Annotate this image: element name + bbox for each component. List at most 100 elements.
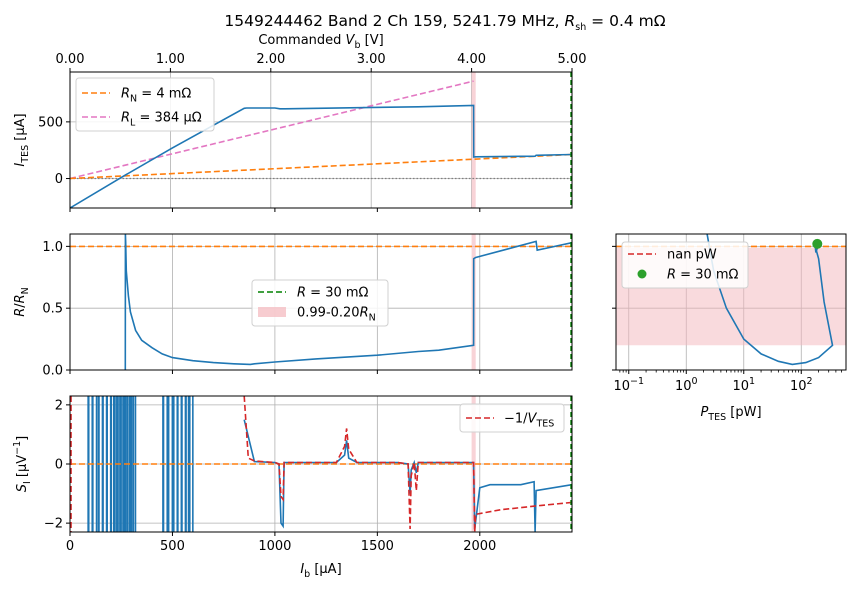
ptes-xlabel-part: [pW] bbox=[726, 405, 761, 420]
iv-legend-label: RN = 4 mΩ bbox=[121, 87, 191, 105]
si-ylabel-part: −1 bbox=[12, 441, 23, 455]
iv-frame bbox=[69, 71, 573, 209]
ptes-x-tick-label-part: 1 bbox=[749, 376, 755, 387]
ptes-legend: nan pW R = 30 mΩ bbox=[621, 241, 749, 289]
iv-top-tick-label: 2.00 bbox=[256, 52, 285, 67]
si-y-tick-label: 2 bbox=[55, 398, 63, 413]
si-plot bbox=[70, 396, 572, 532]
bottom-xlabel-part: I bbox=[300, 562, 304, 577]
rrn-line bbox=[124, 234, 572, 370]
iv-y-tick-label: 0 bbox=[55, 172, 63, 187]
figure-title-part: sh bbox=[575, 22, 586, 33]
rrn-legend-label: 0.99-0.20RN bbox=[297, 306, 376, 324]
ptes-x-tick-label-part: 10 bbox=[790, 379, 807, 394]
ptes-xlabel-part: TES bbox=[707, 412, 726, 423]
rrn-legend-patch bbox=[258, 307, 286, 317]
iv-top-tick-label: 5.00 bbox=[558, 52, 587, 67]
ptes-line bbox=[706, 234, 834, 366]
iv-legend-label-part: R bbox=[121, 87, 130, 102]
ptes-point bbox=[812, 238, 823, 249]
ptes-legend-label-part: = 30 mΩ bbox=[676, 268, 738, 283]
ptes-legend-dot bbox=[637, 269, 647, 279]
rrn-legend-label-part: = 30 mΩ bbox=[306, 286, 368, 301]
figure-title-part: = 0.4 mΩ bbox=[586, 12, 666, 30]
iv-top-tick-label: 0.00 bbox=[56, 52, 85, 67]
ptes-legend-label-part: R bbox=[667, 268, 676, 283]
iv-ylabel-part: TES bbox=[20, 145, 31, 164]
si-legend-label-part: TES bbox=[535, 419, 554, 430]
ptes-x-tick-label-part: −1 bbox=[630, 376, 644, 387]
ptes-x-tick-label-part: 0 bbox=[692, 376, 698, 387]
top-xlabel-part: b bbox=[354, 40, 360, 51]
iv-legend-label-part: = 4 mΩ bbox=[137, 87, 191, 102]
iv-y-tick-label: 500 bbox=[38, 115, 63, 130]
bottom-xlabel: Ib [μA] bbox=[300, 562, 341, 580]
top-xlabel: Commanded Vb [V] bbox=[258, 33, 383, 51]
iv-legend-label-part: = 384 μΩ bbox=[135, 111, 201, 126]
si-legend: −1/VTES bbox=[459, 403, 565, 433]
figure-title-part: R bbox=[564, 12, 575, 30]
ptes-legend-label-part: nan pW bbox=[667, 248, 717, 263]
rrn-legend-label-part: 0.99-0.20 bbox=[297, 306, 360, 321]
rrn-legend-label: R = 30 mΩ bbox=[297, 286, 369, 301]
rrn-legend-label-part: R bbox=[360, 306, 369, 321]
si-y-tick-label: −2 bbox=[44, 517, 63, 532]
rrn-legend-label-part: N bbox=[369, 313, 376, 324]
iv-ylabel-part: I bbox=[13, 163, 28, 167]
si-ylabel-part: ] bbox=[15, 436, 30, 441]
ptes-x-tick-label-part: 10 bbox=[675, 379, 692, 394]
iv-legend-label: RL = 384 μΩ bbox=[121, 111, 202, 129]
iv-rn-line bbox=[70, 153, 572, 180]
iv-legend-label-part: R bbox=[121, 111, 130, 126]
figure-title-part: 1549244462 Band 2 Ch 159, 5241.79 MHz, bbox=[224, 12, 564, 30]
rrn-ylabel-part: R bbox=[13, 294, 28, 303]
si-y-tick-label: 0 bbox=[55, 458, 63, 473]
si-ylabel-part: I bbox=[22, 481, 33, 484]
si-legend-label: −1/VTES bbox=[504, 412, 554, 430]
rrn-ylabel: R/RN bbox=[13, 287, 31, 317]
ptes-x-tick-label: 100 bbox=[675, 376, 698, 394]
rrn-ylabel-part: R bbox=[13, 308, 28, 317]
iv-legend-label-part: L bbox=[130, 118, 136, 129]
ptes-x-tick-label: 10−1 bbox=[613, 376, 644, 394]
iv-ylabel-part: [μA] bbox=[13, 113, 28, 144]
si-x-tick-label: 1000 bbox=[258, 539, 291, 554]
si-legend-label-part: V bbox=[528, 412, 538, 427]
ptes-legend-label: nan pW bbox=[667, 248, 717, 263]
rrn-plot bbox=[70, 234, 572, 370]
si-x-tick-label: 2000 bbox=[463, 539, 496, 554]
si-x-tick-label: 1500 bbox=[361, 539, 394, 554]
ptes-x-tick-label-part: 10 bbox=[732, 379, 749, 394]
ptes-x-tick-label: 101 bbox=[732, 376, 755, 394]
si-legend-label-part: −1/ bbox=[504, 412, 528, 427]
figure-title: 1549244462 Band 2 Ch 159, 5241.79 MHz, R… bbox=[224, 12, 665, 33]
iv-legend-label-part: N bbox=[130, 94, 137, 105]
rrn-ylabel-part: N bbox=[20, 287, 31, 294]
rrn-legend: R = 30 mΩ0.99-0.20RN bbox=[251, 279, 389, 327]
top-xlabel-part: [V] bbox=[360, 33, 383, 48]
rrn-legend-label-part: R bbox=[297, 286, 306, 301]
iv-top-tick-label: 1.00 bbox=[156, 52, 185, 67]
si-x-tick-label: 500 bbox=[160, 539, 185, 554]
iv-itest-line bbox=[70, 104, 572, 208]
si-inv-vtes-line bbox=[243, 396, 572, 532]
rrn-ylabel-part: / bbox=[13, 303, 28, 308]
iv-top-tick-label: 4.00 bbox=[457, 52, 486, 67]
rrn-y-tick-label: 0.5 bbox=[42, 302, 63, 317]
ptes-legend-box bbox=[621, 241, 749, 289]
ptes-x-tick-label-part: 2 bbox=[807, 376, 813, 387]
iv-ylabel: ITES [μA] bbox=[13, 113, 31, 166]
bottom-xlabel-part: b bbox=[304, 569, 310, 580]
si-ylabel-part: S bbox=[15, 484, 30, 492]
ptes-xlabel-part: P bbox=[700, 405, 708, 420]
si-ylabel-part: [μV bbox=[15, 455, 30, 481]
ptes-xlabel: PTES [pW] bbox=[700, 405, 761, 423]
ptes-x-tick-label-part: 10 bbox=[613, 379, 630, 394]
ptes-x-tick-label: 102 bbox=[790, 376, 813, 394]
si-legend-box bbox=[459, 403, 565, 433]
rrn-frame bbox=[69, 233, 573, 371]
rrn-y-tick-label: 0.0 bbox=[42, 364, 63, 379]
si-ylabel: SI [μV−1] bbox=[12, 436, 33, 493]
top-xlabel-part: Commanded bbox=[258, 33, 345, 48]
